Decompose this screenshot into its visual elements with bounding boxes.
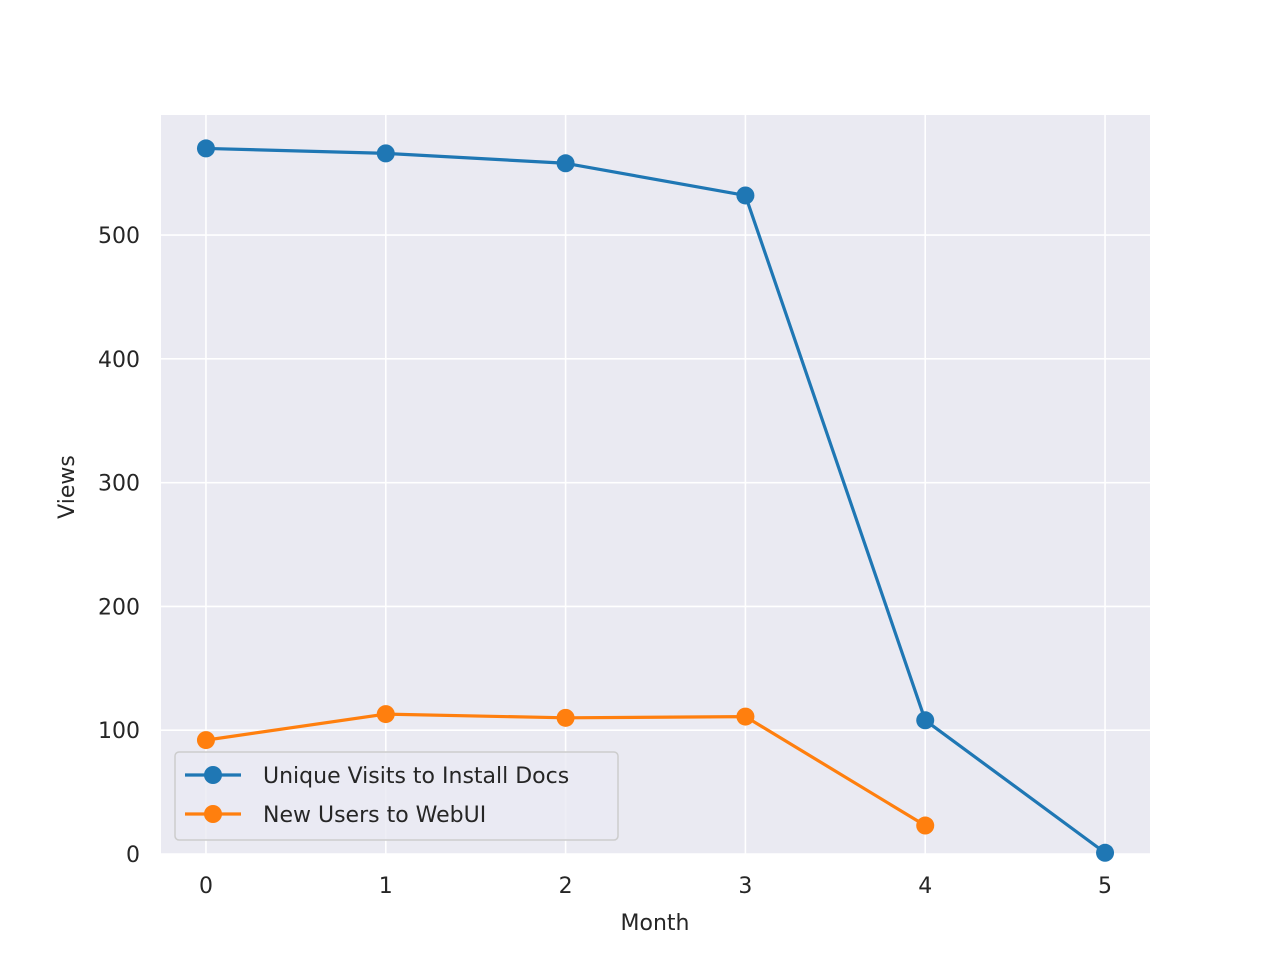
data-point-0 [376,144,395,163]
data-point-1 [196,731,215,750]
y-axis-label: Views [55,455,80,519]
grid-lines [161,115,1150,855]
legend-box [174,751,619,841]
x-tick-label: 5 [1098,874,1112,899]
x-tick-label: 1 [379,874,393,899]
legend: Unique Visits to Install Docs New Users t… [174,751,619,841]
x-tick-label: 0 [199,874,213,899]
y-tick-labels: 0 100 200 300 400 500 [98,224,140,868]
series-line-0 [205,146,1106,855]
data-point-0 [1096,843,1115,862]
data-point-0 [736,186,755,205]
x-tick-labels: 0 1 2 3 4 5 [199,874,1112,899]
legend-marker-0 [204,766,222,784]
y-tick-label: 100 [98,719,140,744]
data-point-0 [556,154,575,173]
y-tick-label: 500 [98,224,140,249]
series-lines [196,139,1115,862]
x-tick-label: 4 [918,874,932,899]
data-point-1 [736,707,755,726]
y-tick-label: 200 [98,595,140,620]
data-point-1 [556,708,575,727]
x-tick-label: 2 [559,874,573,899]
y-tick-label: 400 [98,348,140,373]
y-tick-label: 300 [98,472,140,497]
x-tick-label: 3 [738,874,752,899]
legend-label-1: New Users to WebUI [263,803,486,828]
data-point-1 [376,705,395,724]
data-point-1 [916,816,935,835]
x-axis-label: Month [621,911,690,936]
plot-background [161,115,1150,854]
legend-marker-1 [204,805,222,823]
legend-label-0: Unique Visits to Install Docs [263,764,569,789]
data-point-0 [916,711,935,730]
y-tick-label: 0 [126,843,140,868]
data-point-0 [196,139,215,158]
